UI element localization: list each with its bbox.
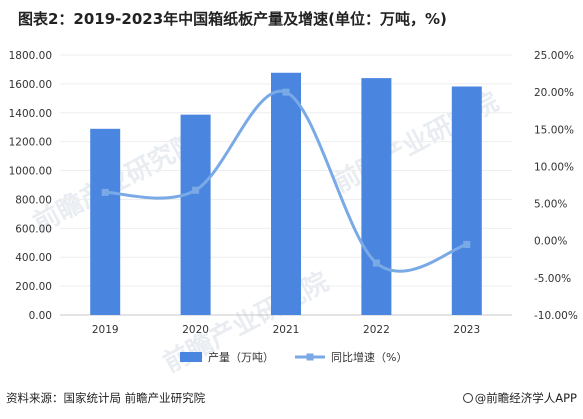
bar [361,78,392,315]
y-left-tick-label: 1200.00 [9,137,52,149]
brand-logo-icon [462,393,473,403]
y-left-tick-label: 0.00 [29,310,52,322]
y-right-tick-label: 5.00% [534,199,567,211]
x-tick-label: 2019 [92,324,119,336]
brand-credit: @前瞻经济学人APP [462,390,577,406]
brand-text: @前瞻经济学人APP [474,391,577,405]
legend-line-label: 同比增速（%） [331,350,407,364]
x-axis: 2019 2020 2021 2022 2023 [92,324,480,336]
line-series [101,88,471,273]
legend: 产量（万吨） 同比增速（%） [180,350,407,364]
bar [90,128,121,315]
bar [451,86,482,315]
y-left-tick-label: 1400.00 [9,108,52,120]
y-left-tick-label: 400.00 [15,252,52,264]
source-note: 资料来源：国家统计局 前瞻产业研究院 [6,391,206,405]
y-right-tick-label: -10.00% [534,310,578,322]
x-tick-label: 2021 [273,324,300,336]
legend-bar-swatch [180,352,202,362]
x-tick-label: 2020 [182,324,209,336]
y-left-tick-label: 1600.00 [9,79,52,91]
bar-series [90,72,482,316]
x-tick-label: 2023 [453,324,480,336]
line-point [463,240,471,248]
chart-title: 图表2：2019-2023年中国箱纸板产量及增速(单位：万吨，%) [18,10,447,28]
y-right-tick-label: 20.00% [534,87,574,99]
y-right-tick-label: 0.00% [534,236,567,248]
y-left-tick-label: 1000.00 [9,166,52,178]
bar [271,72,301,316]
line-point [372,259,380,267]
line-point [101,188,109,196]
line-point [192,186,200,194]
y-right-tick-label: 25.00% [534,50,574,62]
x-tick-label: 2022 [363,324,390,336]
legend-line-marker [306,353,314,361]
y-right-tick-label: 15.00% [534,124,574,136]
y-left-tick-label: 200.00 [15,281,52,293]
y-left-tick-label: 1800.00 [9,50,52,62]
y-left-tick-label: 600.00 [15,223,52,235]
y-left-tick-label: 800.00 [15,194,52,206]
y-right-tick-label: -5.00% [534,273,571,285]
legend-bar-label: 产量（万吨） [208,350,274,364]
y-axis-right: -10.00% -5.00% 0.00% 5.00% 10.00% 15.00% 20.00… [534,50,578,322]
bar [180,114,211,316]
y-axis-left: 0.00 200.00 400.00 600.00 800.00 1000.00 1200.… [9,50,52,322]
y-right-tick-label: 10.00% [534,161,574,173]
line-point [282,88,290,96]
